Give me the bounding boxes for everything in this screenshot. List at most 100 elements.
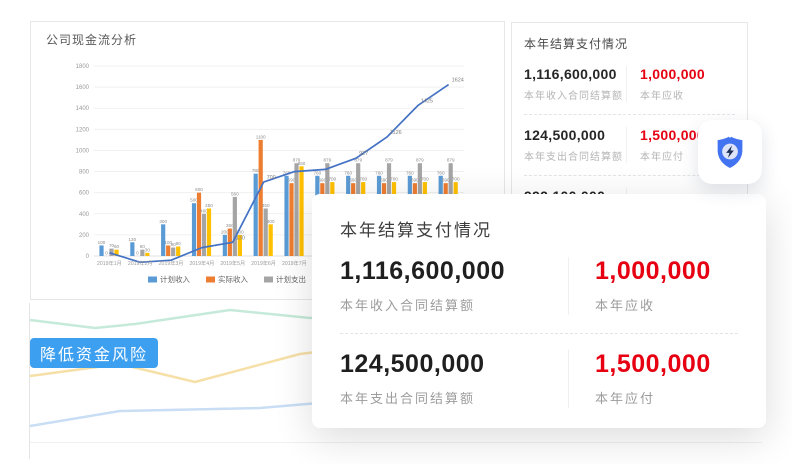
- settlement-value: 124,500,000: [524, 127, 606, 143]
- overlay-caption: 本年收入合同结算额: [340, 298, 476, 313]
- bar-label: 450: [205, 203, 213, 208]
- shield-lightning-icon: [717, 135, 743, 169]
- settlement-caption: 本年收入合同结算额: [524, 91, 623, 102]
- bar-label: 300: [267, 219, 275, 224]
- bar-label: 690: [411, 178, 419, 183]
- bar-label: 690: [349, 178, 357, 183]
- bar-label: 780: [252, 168, 260, 173]
- cash-flow-line: [109, 83, 450, 264]
- line-point-label: 927: [359, 151, 368, 157]
- y-tick-label: 200: [79, 233, 90, 239]
- bar-label: 90: [176, 241, 182, 246]
- settlement-caption: 本年应付: [640, 152, 684, 163]
- settlement-caption: 本年支出合同结算额: [524, 152, 623, 163]
- bar-实际支出: [145, 252, 150, 256]
- bar-label: 560: [231, 191, 239, 196]
- legend-swatch[interactable]: [148, 276, 157, 283]
- bar-计划支出: [232, 196, 237, 256]
- overlay-cell: 124,500,000 本年支出合同结算额: [340, 350, 568, 407]
- settlement-cell: 1,116,600,000 本年收入合同结算额: [524, 66, 626, 102]
- settlement-value-highlight: 1,000,000: [640, 66, 705, 82]
- bar-label: 1100: [256, 134, 266, 139]
- settlement-overlay-card: 本年结算支付情况 1,116,600,000 本年收入合同结算额 1,000,0…: [312, 194, 766, 428]
- line-point-label: 1425: [421, 99, 433, 105]
- settlement-cell: 124,500,000 本年支出合同结算额: [524, 127, 626, 163]
- overlay-row: 1,116,600,000 本年收入合同结算额 1,000,000 本年应收: [340, 257, 738, 315]
- bar-label: 130: [129, 237, 137, 242]
- overlay-caption: 本年应收: [595, 298, 656, 313]
- bar-label: 80: [171, 242, 177, 247]
- dashed-divider: [524, 175, 735, 176]
- settlement-value: 1,116,600,000: [524, 66, 617, 82]
- security-shield-button[interactable]: [698, 120, 762, 184]
- bar-label: 60: [140, 244, 146, 249]
- reduce-risk-badge[interactable]: 降低资金风险: [30, 338, 158, 368]
- bar-实际收入: [196, 192, 202, 256]
- bar-label: 879: [324, 158, 332, 163]
- bar-计划支出: [109, 248, 114, 256]
- bar-label: 0: [105, 251, 108, 256]
- bar-label: 700: [329, 177, 337, 182]
- bar-label: 700: [359, 177, 367, 182]
- legend-swatch[interactable]: [206, 276, 215, 283]
- bar-计划收入: [130, 242, 135, 256]
- legend-swatch[interactable]: [264, 276, 273, 283]
- legend-item-计划支出[interactable]: 计划支出: [276, 274, 306, 284]
- bar-label: 690: [288, 178, 296, 183]
- bar-实际收入: [289, 183, 294, 256]
- settlement-row: 1,116,600,000 本年收入合同结算额 1,000,000 本年应收: [524, 62, 735, 110]
- bar-label: 600: [195, 187, 203, 192]
- y-tick-label: 1000: [76, 148, 90, 154]
- bar-label: 100: [164, 240, 172, 245]
- bar-计划支出: [263, 208, 268, 256]
- overlay-title: 本年结算支付情况: [340, 221, 492, 240]
- bar-实际支出: [206, 208, 212, 256]
- bar-label: 850: [298, 161, 306, 166]
- bar-label: 690: [442, 178, 450, 183]
- bar-label: 450: [262, 203, 270, 208]
- bar-label: 200: [221, 229, 229, 234]
- y-tick-label: 0: [86, 254, 90, 260]
- x-tick-label: 2019年5月: [220, 259, 245, 267]
- bar-label: 70: [109, 243, 115, 248]
- line-point-label: 130: [236, 235, 245, 241]
- bar-实际支出: [176, 246, 181, 256]
- bar-label: 879: [385, 158, 393, 163]
- settlement-panel-title: 本年结算支付情况: [524, 37, 629, 51]
- bar-label: 879: [416, 158, 424, 163]
- bar-label: 200: [236, 229, 244, 234]
- settlement-cell: 1,500,000 本年应付: [626, 127, 735, 163]
- bar-实际支出: [237, 234, 242, 256]
- overlay-cell: 1,000,000 本年应收: [568, 257, 738, 315]
- bar-label: 760: [283, 170, 291, 175]
- overlay-cell: 1,116,600,000 本年收入合同结算额: [340, 257, 568, 314]
- x-tick-label: 2019年7月: [282, 259, 307, 267]
- settlement-caption: 本年应收: [640, 91, 684, 102]
- cash-flow-card-title: 公司现金流分析: [46, 33, 138, 47]
- settlement-cell: 1,000,000 本年应收: [626, 66, 735, 102]
- bar-实际支出: [114, 249, 119, 256]
- bar-label: 500: [190, 198, 198, 203]
- overlay-caption: 本年支出合同结算额: [340, 391, 476, 406]
- bar-label: 879: [447, 158, 455, 163]
- bar-label: 700: [421, 177, 429, 182]
- legend-item-实际收入[interactable]: 实际收入: [218, 274, 248, 284]
- bar-计划支出: [171, 247, 176, 256]
- background-divider: [30, 442, 762, 443]
- y-tick-label: 400: [79, 212, 90, 218]
- bar-label: 700: [390, 177, 398, 182]
- bar-label: 60: [114, 244, 120, 249]
- bar-计划收入: [99, 245, 104, 256]
- legend-item-计划收入[interactable]: 计划收入: [160, 274, 190, 284]
- settlement-row: 124,500,000 本年支出合同结算额 1,500,000 本年应付: [524, 123, 735, 171]
- overlay-value-highlight: 1,500,000: [595, 350, 711, 378]
- bar-label: 690: [380, 178, 388, 183]
- y-tick-label: 1600: [76, 85, 90, 91]
- bar-label: 260: [226, 223, 234, 228]
- overlay-cell: 1,500,000 本年应付: [568, 350, 738, 408]
- y-tick-label: 1800: [76, 64, 90, 70]
- bar-label: 700: [452, 177, 460, 182]
- overlay-value-highlight: 1,000,000: [595, 257, 711, 285]
- x-tick-label: 2019年2月: [128, 259, 153, 267]
- x-tick-label: 2019年4月: [190, 259, 215, 267]
